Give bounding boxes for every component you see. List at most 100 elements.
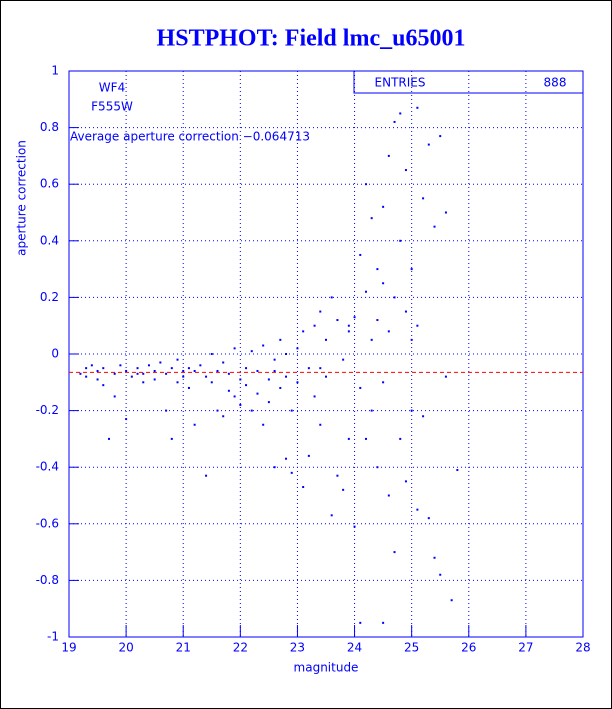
point [273, 369, 276, 372]
point [410, 338, 413, 341]
y-tick-label: 0.4 [40, 233, 59, 247]
point [370, 217, 373, 220]
point [416, 508, 419, 511]
point [102, 384, 105, 387]
point [422, 415, 425, 418]
point [364, 437, 367, 440]
point [439, 135, 442, 138]
point [119, 364, 122, 367]
label: WF4 [99, 81, 125, 95]
y-tick-label: -1 [47, 630, 59, 644]
point [96, 369, 99, 372]
point [427, 517, 430, 520]
point [427, 143, 430, 146]
point [210, 381, 213, 384]
point [182, 375, 185, 378]
point [90, 364, 93, 367]
point [216, 369, 219, 372]
point [456, 469, 459, 472]
point [273, 466, 276, 469]
point [359, 386, 362, 389]
x-tick-label: 19 [61, 641, 76, 655]
point [262, 423, 265, 426]
point [142, 381, 145, 384]
point [113, 372, 116, 375]
point [376, 319, 379, 322]
point [404, 169, 407, 172]
point [210, 353, 213, 355]
y-tick-label: 0 [51, 347, 59, 361]
point [279, 386, 282, 389]
y-tick-label: -0.2 [36, 403, 59, 417]
point [153, 378, 156, 381]
point [170, 367, 173, 370]
point [347, 437, 350, 440]
point [307, 367, 310, 370]
point [307, 454, 310, 457]
point [342, 358, 345, 361]
point [222, 415, 225, 418]
point [364, 290, 367, 293]
point [227, 372, 230, 375]
point [450, 599, 453, 602]
point [159, 361, 162, 364]
point [267, 401, 270, 404]
point [370, 338, 373, 341]
point [233, 347, 236, 350]
point [285, 457, 288, 460]
point [193, 423, 196, 426]
point [382, 621, 385, 624]
point [325, 375, 327, 378]
point [176, 358, 179, 361]
point [79, 372, 82, 375]
point [410, 409, 413, 412]
point [142, 372, 145, 375]
point [165, 409, 168, 412]
point [313, 395, 316, 398]
point [364, 183, 367, 186]
point [250, 409, 253, 412]
point [387, 154, 390, 157]
point [130, 375, 133, 378]
x-tick-label: 27 [518, 641, 533, 655]
point [187, 386, 190, 389]
annotation: Average aperture correction −0.064713 [70, 130, 310, 144]
point [347, 330, 350, 333]
point [85, 375, 88, 378]
point [393, 551, 396, 554]
y-tick-label: -0.4 [36, 460, 59, 474]
point [353, 316, 356, 319]
point [125, 418, 128, 421]
point [387, 494, 390, 497]
point [302, 486, 305, 489]
point [353, 525, 356, 528]
point [399, 437, 402, 440]
point [410, 268, 413, 271]
point [296, 347, 299, 350]
point [416, 324, 419, 327]
y-axis-label: aperture correction [15, 140, 29, 256]
point [325, 338, 327, 341]
point [319, 310, 322, 313]
x-tick-label: 22 [233, 641, 248, 655]
point [273, 358, 276, 361]
x-tick-label: 28 [575, 641, 590, 655]
label: F555W [91, 100, 133, 114]
point [182, 369, 185, 372]
stats-label: ENTRIES [375, 76, 426, 90]
point [404, 310, 407, 313]
point [245, 367, 248, 370]
point [330, 296, 333, 299]
point [187, 367, 190, 370]
point [336, 319, 339, 322]
point [193, 369, 196, 372]
point [147, 364, 150, 367]
point [399, 112, 402, 115]
point [370, 409, 373, 412]
point [239, 403, 242, 406]
y-tick-label: -0.8 [36, 573, 59, 587]
point [262, 344, 265, 347]
point [319, 423, 322, 426]
point [399, 239, 402, 242]
